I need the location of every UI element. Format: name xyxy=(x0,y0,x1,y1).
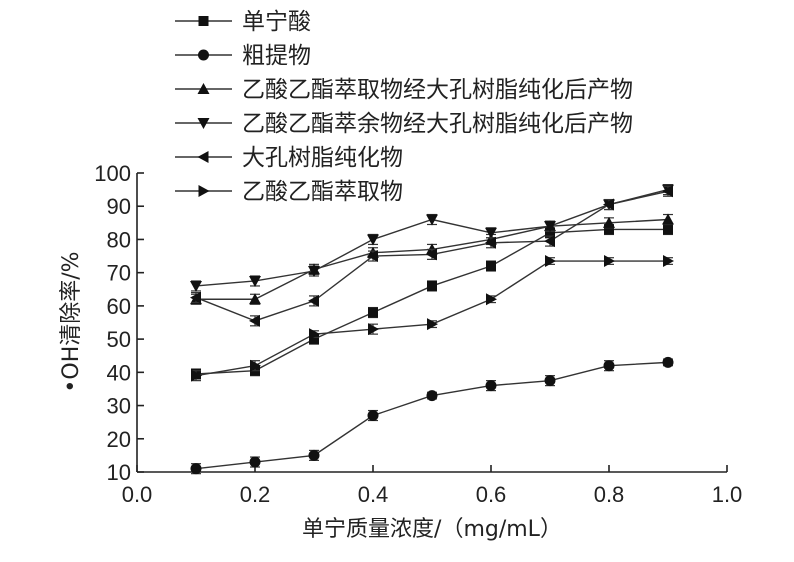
data-point xyxy=(663,224,673,235)
series-4 xyxy=(190,184,674,292)
legend-label: 乙酸乙酯萃取物经大孔树脂纯化后产物 xyxy=(242,77,633,103)
data-point xyxy=(368,307,378,318)
x-tick-label: 0.4 xyxy=(358,482,389,507)
data-point xyxy=(308,266,320,278)
y-tick-label: 30 xyxy=(107,394,131,419)
data-point xyxy=(427,318,438,331)
data-point xyxy=(544,221,556,233)
legend-entry: 乙酸乙酯萃余物经大孔树脂纯化后产物 xyxy=(175,111,633,137)
legend-marker xyxy=(198,49,209,61)
y-tick-label: 10 xyxy=(107,460,131,485)
data-point xyxy=(426,248,437,261)
legend-label: 大孔树脂纯化物 xyxy=(242,145,403,171)
data-point xyxy=(191,369,202,382)
data-point xyxy=(190,280,202,292)
axes xyxy=(136,173,727,473)
data-point xyxy=(662,356,674,368)
legend-marker xyxy=(198,185,210,197)
series-6 xyxy=(191,255,674,382)
legend-marker xyxy=(198,16,209,26)
data-point xyxy=(485,227,497,239)
data-point xyxy=(544,375,556,387)
y-tick-label: 60 xyxy=(107,294,131,319)
data-point xyxy=(368,323,379,336)
series-line xyxy=(195,361,669,470)
data-point xyxy=(603,198,614,211)
x-axis-title: 单宁质量浓度/（mg/mL） xyxy=(302,517,562,542)
legend-entry: 单宁酸 xyxy=(175,9,311,35)
data-point xyxy=(367,410,379,422)
data-point xyxy=(367,250,378,263)
series-2 xyxy=(190,356,674,475)
legend-marker xyxy=(197,118,210,129)
x-tick-label: 0.8 xyxy=(594,482,625,507)
data-point xyxy=(603,360,615,372)
legend-label: 单宁酸 xyxy=(242,9,311,35)
data-point xyxy=(662,185,673,198)
data-point xyxy=(309,334,319,345)
plot-area xyxy=(190,184,674,475)
data-point xyxy=(485,236,496,249)
data-point xyxy=(190,463,202,475)
data-point xyxy=(485,380,497,392)
legend-label: 粗提物 xyxy=(242,43,311,69)
legend-marker xyxy=(197,151,209,163)
series-line xyxy=(195,260,668,377)
data-point xyxy=(308,294,319,307)
data-point xyxy=(662,213,674,225)
data-point xyxy=(426,390,438,402)
y-tick-label: 90 xyxy=(107,194,131,219)
data-point xyxy=(427,280,437,291)
data-point xyxy=(486,293,497,306)
data-point xyxy=(249,456,261,468)
legend-entry: 粗提物 xyxy=(175,43,311,69)
y-tick-label: 50 xyxy=(107,327,131,352)
data-point xyxy=(308,449,320,461)
x-tick-label: 0.0 xyxy=(122,482,153,507)
y-tick-label: 80 xyxy=(107,227,131,252)
legend-label: 乙酸乙酯萃取物 xyxy=(242,179,403,205)
y-axis-title: •OH清除率/% xyxy=(59,251,84,392)
y-tick-label: 70 xyxy=(107,261,131,286)
data-point xyxy=(249,275,261,287)
y-tick-label: 20 xyxy=(107,427,131,452)
ticks: 0.0 0.2 0.4 0.6 0.8 1.0 10 20 30 40 50 60 70 80 90 100 xyxy=(94,161,742,507)
data-point xyxy=(604,255,615,268)
x-tick-label: 0.2 xyxy=(240,482,271,507)
legend-entry: 乙酸乙酯萃取物经大孔树脂纯化后产物 xyxy=(175,77,633,103)
data-point xyxy=(250,359,261,372)
x-tick-label: 1.0 xyxy=(712,482,743,507)
data-point xyxy=(544,235,555,248)
legend-label: 乙酸乙酯萃余物经大孔树脂纯化后产物 xyxy=(242,111,633,137)
x-tick-label: 0.6 xyxy=(476,482,507,507)
y-tick-label: 40 xyxy=(107,360,131,385)
data-point xyxy=(249,293,261,305)
data-point xyxy=(249,314,260,327)
legend-marker xyxy=(197,83,210,94)
legend-entry: 大孔树脂纯化物 xyxy=(175,145,403,171)
data-point xyxy=(486,261,496,272)
legend-entry: 乙酸乙酯萃取物 xyxy=(175,179,403,205)
data-point xyxy=(367,234,379,246)
data-point xyxy=(190,291,201,304)
data-point xyxy=(426,214,438,226)
y-tick-label: 100 xyxy=(94,161,131,186)
data-point xyxy=(663,255,674,268)
data-point xyxy=(603,216,615,228)
data-point xyxy=(604,224,614,235)
series-5 xyxy=(190,185,673,327)
data-point xyxy=(545,255,556,268)
legend: 单宁酸粗提物乙酸乙酯萃取物经大孔树脂纯化后产物乙酸乙酯萃余物经大孔树脂纯化后产物… xyxy=(175,9,633,205)
data-point xyxy=(309,328,320,341)
data-point xyxy=(545,227,555,238)
